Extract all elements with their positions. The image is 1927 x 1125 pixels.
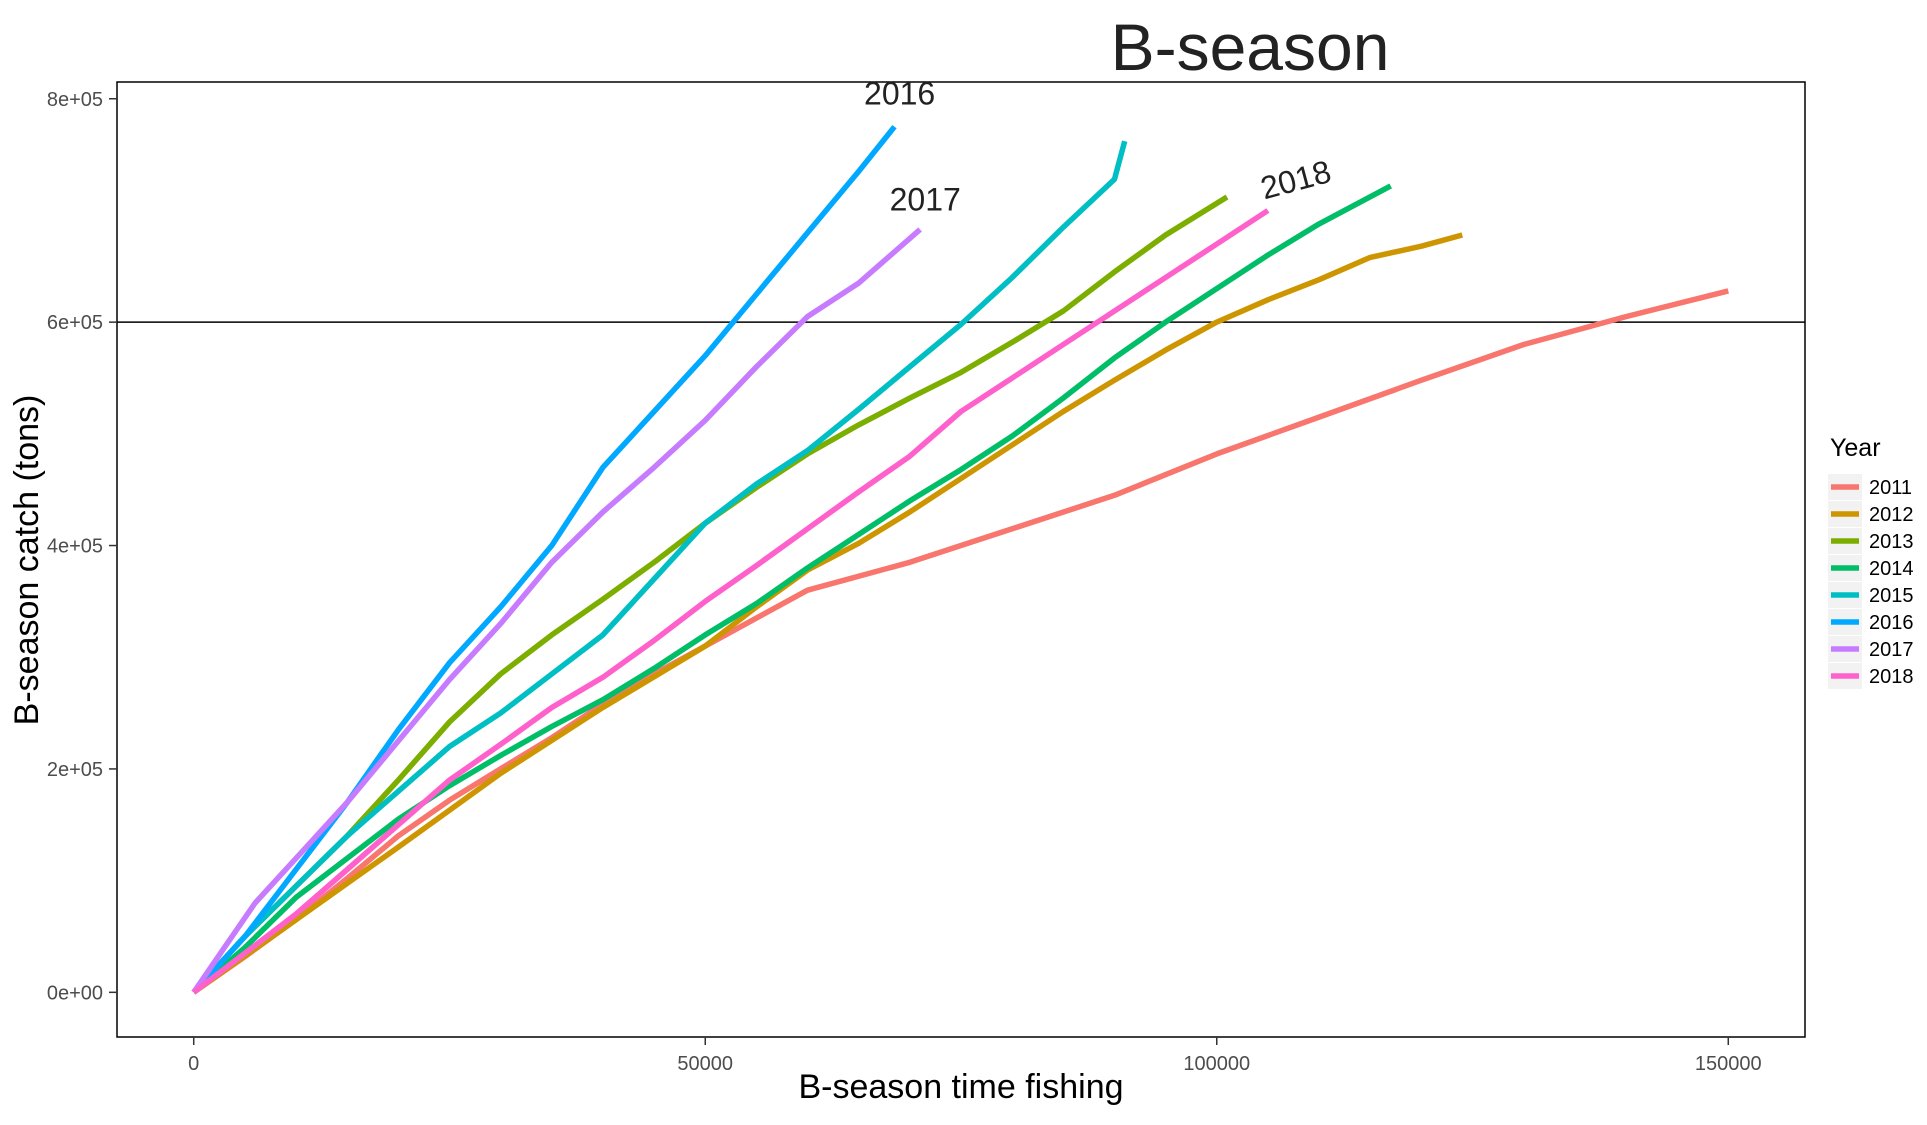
series-line-2015 (191, 140, 1128, 995)
chart-title: B-season (1111, 10, 1390, 84)
x-tick-label: 100000 (1183, 1053, 1250, 1075)
series-line-2011 (192, 288, 1729, 995)
line-label-2017: 2017 (890, 181, 961, 217)
y-tick-label: 2e+05 (47, 759, 103, 781)
legend-label-2012: 2012 (1869, 504, 1914, 526)
x-tick-label: 50000 (677, 1053, 733, 1075)
legend-label-2013: 2013 (1869, 531, 1914, 553)
x-axis-title: B-season time fishing (798, 1068, 1123, 1106)
series-layer (191, 124, 1729, 995)
legend-label-2018: 2018 (1869, 666, 1914, 688)
legend-label-2016: 2016 (1869, 612, 1914, 634)
y-tick-label: 8e+05 (47, 89, 103, 111)
axes-layer: 0 50000 100000 150000 0e+00 2e+05 4e+05 6e+05 8e… (47, 89, 1805, 1075)
line-label-2018: 2018 (1257, 153, 1335, 206)
series-line-2017 (191, 227, 922, 994)
line-label-2016: 2016 (864, 75, 935, 111)
y-tick-label: 0e+00 (47, 982, 103, 1004)
series-line-2016 (191, 124, 897, 995)
legend-title: Year (1830, 434, 1881, 462)
plot-panel-border (116, 81, 1806, 1038)
legend-label-2017: 2017 (1869, 639, 1914, 661)
legend-label-2014: 2014 (1869, 558, 1914, 580)
y-tick-label: 6e+05 (47, 312, 103, 334)
legend: 2011 2012 2013 2014 2015 2016 2017 2018 (1828, 474, 1914, 689)
series-line-2014 (191, 183, 1392, 995)
legend-label-2011: 2011 (1869, 477, 1912, 499)
legend-label-2015: 2015 (1869, 585, 1914, 607)
x-tick-label: 150000 (1695, 1053, 1762, 1075)
y-axis-title: B-season catch (tons) (8, 395, 46, 726)
series-line-2018 (192, 208, 1270, 995)
y-tick-label: 4e+05 (47, 536, 103, 558)
x-tick-label: 0 (188, 1053, 199, 1075)
series-line-2012 (192, 232, 1464, 995)
